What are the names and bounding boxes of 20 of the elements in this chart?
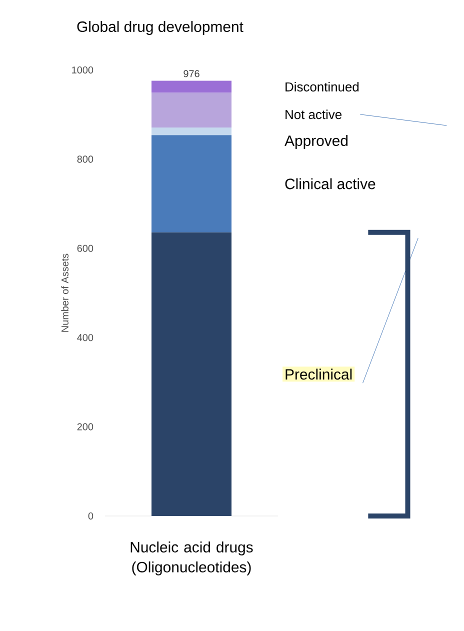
y-tick-label: 0 bbox=[88, 512, 94, 520]
y-tick-label: 200 bbox=[77, 423, 94, 430]
y-tick-label: 800 bbox=[77, 156, 94, 163]
bar bbox=[152, 135, 232, 232]
y-tick-label: 400 bbox=[77, 334, 94, 342]
y-tick-label: 600 bbox=[77, 244, 94, 252]
text: Approved bbox=[284, 135, 348, 149]
chart-title: Global drug development bbox=[77, 21, 244, 35]
text: Discontinued bbox=[286, 82, 359, 92]
bar bbox=[152, 128, 232, 136]
total-label: 976 bbox=[184, 70, 200, 78]
x-tick-label: Nucleic acid drugs (Oligonucleotides) bbox=[130, 542, 253, 576]
y-tick-label: 1000 bbox=[72, 66, 94, 74]
text: Clinical active bbox=[285, 178, 376, 190]
bar bbox=[152, 80, 232, 93]
bar bbox=[152, 232, 232, 516]
y-axis-title: Number of Assets bbox=[61, 254, 68, 332]
text: Not active bbox=[286, 110, 342, 120]
bar bbox=[152, 92, 232, 128]
text: Preclinical bbox=[286, 368, 352, 380]
